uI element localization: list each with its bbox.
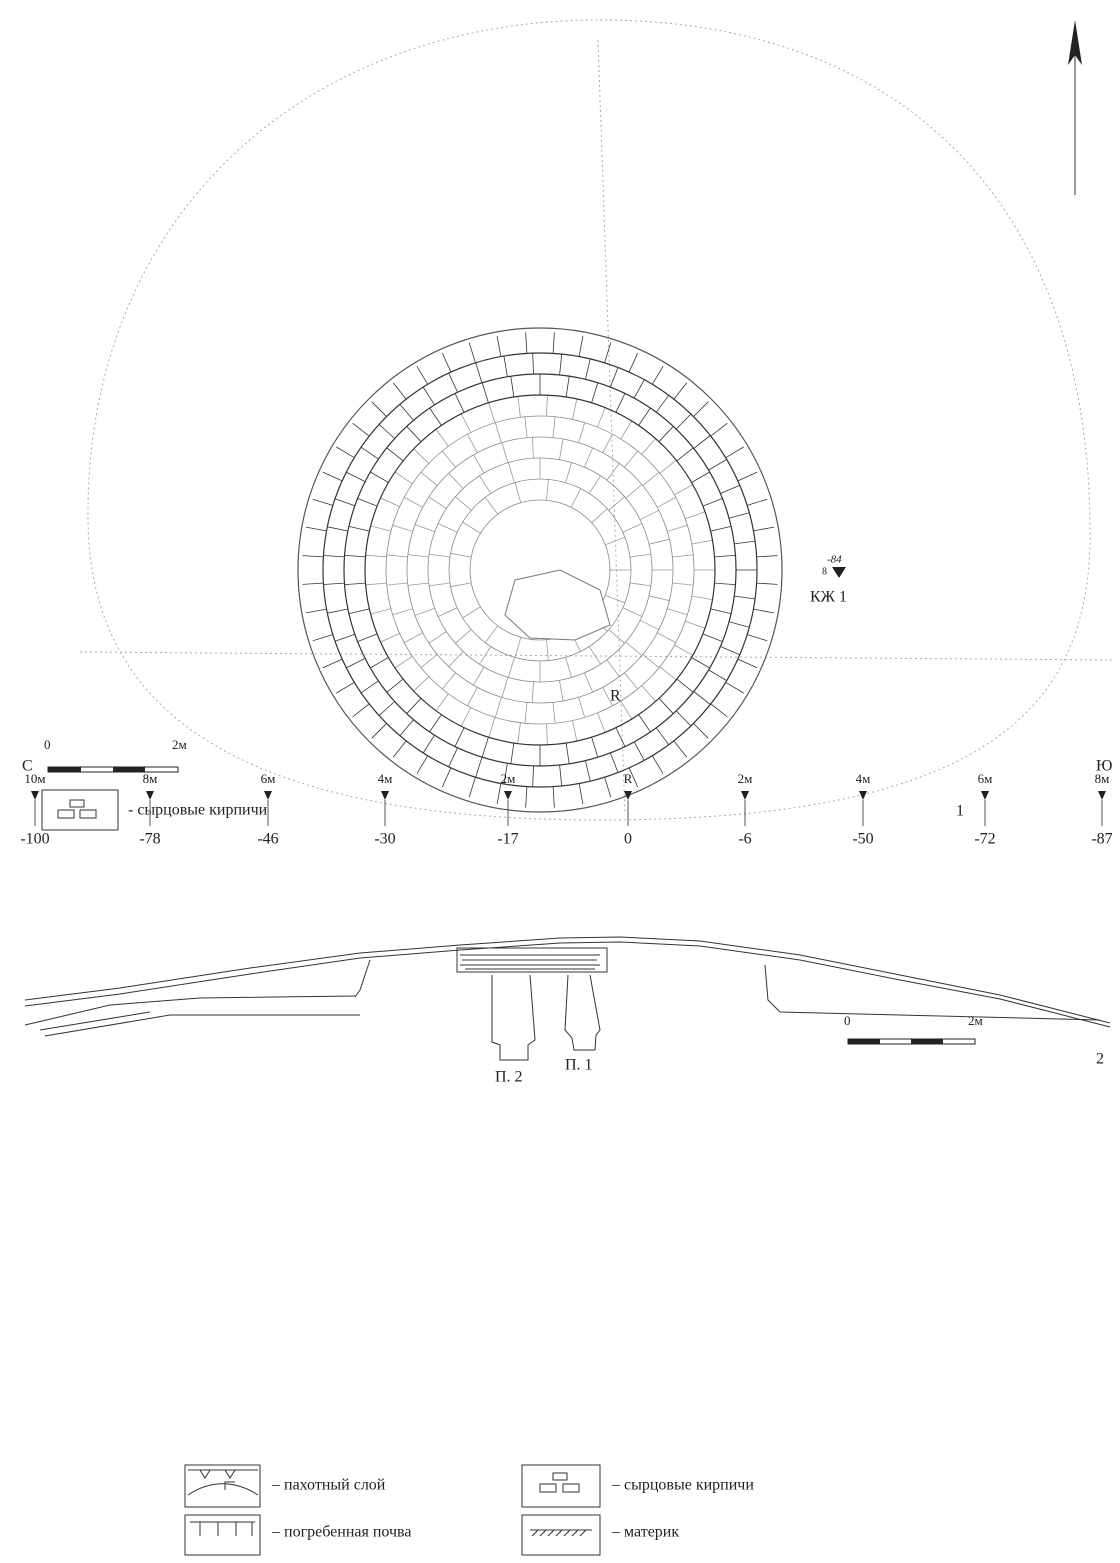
surface — [24, 936, 1111, 1024]
brick-joints — [450, 479, 631, 661]
brick-structure — [297, 327, 783, 813]
scale-segment — [848, 1039, 880, 1044]
station-depth: -30 — [374, 831, 395, 848]
direction-left: С — [22, 758, 33, 775]
brick-ring — [406, 436, 674, 704]
scale-segment — [911, 1039, 943, 1044]
legend-icon — [190, 1521, 255, 1536]
station-triangle — [146, 791, 154, 800]
figure-number: 2 — [1096, 1051, 1104, 1068]
station-depth: -100 — [20, 831, 49, 848]
station-triangle — [31, 791, 39, 800]
brick-outline — [297, 327, 783, 813]
station-distance: 8м — [143, 771, 158, 786]
layers-left — [24, 995, 360, 1037]
station-depth: -72 — [974, 831, 995, 848]
brick-ring — [343, 373, 737, 767]
station-depth: -87 — [1091, 831, 1112, 848]
brick-joints — [407, 437, 673, 703]
legend-text: – погребенная почва — [271, 1524, 411, 1541]
station-depth: -46 — [257, 831, 278, 848]
trench-left — [354, 959, 371, 998]
stations: 10м -100 8м -78 6м -46 4м -30 2м -17 R 0 2м -6 4м -50 6м… — [20, 771, 1112, 848]
station-triangle — [264, 791, 272, 800]
station-distance: 4м — [856, 771, 871, 786]
marker-triangle — [832, 567, 846, 578]
station-triangle — [981, 791, 989, 800]
station-depth: 0 — [624, 831, 632, 848]
legend-icon — [57, 799, 97, 819]
brick-joints — [365, 395, 715, 745]
scale-segment — [48, 767, 81, 772]
station-triangle — [741, 791, 749, 800]
brick-joints — [323, 353, 757, 787]
brick-hatch — [460, 954, 600, 970]
north-arrow-head — [1068, 20, 1082, 65]
pit-1 — [564, 974, 601, 1051]
scale-end: 2м — [172, 737, 187, 752]
station-distance: 6м — [978, 771, 993, 786]
station-distance: 6м — [261, 771, 276, 786]
marker-depth: -84 — [827, 554, 842, 566]
station-triangle — [504, 791, 512, 800]
legend-text: – сырцовые кирпичи — [611, 1477, 754, 1494]
station-distance: R — [624, 771, 633, 786]
plan-legend: - сырцовые кирпичи — [128, 802, 268, 819]
pit-label: П. 1 — [565, 1057, 593, 1074]
scale-segment — [113, 767, 145, 772]
brick-joints — [302, 332, 778, 808]
legend-text: – материк — [611, 1524, 679, 1541]
legend-text: – пахотный слой — [271, 1477, 386, 1494]
legend-box — [521, 1514, 601, 1556]
scale-start: 0 — [44, 737, 51, 752]
scale-start: 0 — [844, 1013, 851, 1028]
legend-icon — [530, 1529, 592, 1537]
trench-right — [764, 964, 1101, 1021]
station-distance: 2м — [738, 771, 753, 786]
station-depth: -50 — [852, 831, 873, 848]
pit-label: П. 2 — [495, 1069, 523, 1086]
mound-outline — [87, 19, 1091, 821]
legend-box — [41, 789, 119, 831]
central-void — [504, 569, 611, 641]
station-distance: 8м — [1095, 771, 1110, 786]
direction-right: Ю — [1096, 758, 1112, 775]
scale-end: 2м — [968, 1013, 983, 1028]
brick-joints — [429, 458, 651, 682]
axis-vertical — [597, 39, 626, 816]
station-triangle — [624, 791, 632, 800]
station-depth: -17 — [497, 831, 518, 848]
legend-icon — [539, 1472, 580, 1493]
brick-layer — [456, 947, 608, 973]
center-label: R — [610, 688, 621, 705]
legend-box — [521, 1464, 601, 1508]
brick-joints — [344, 374, 736, 766]
station-depth: -78 — [139, 831, 160, 848]
marker-small: 8 — [822, 566, 827, 577]
station-triangle — [1098, 791, 1106, 800]
legend-box — [184, 1514, 261, 1556]
station-triangle — [859, 791, 867, 800]
station-distance: 4м — [378, 771, 393, 786]
station-depth: -6 — [738, 831, 751, 848]
marker-label: КЖ 1 — [810, 589, 847, 606]
figure-number: 1 — [956, 803, 964, 820]
brick-joints — [386, 416, 694, 724]
legend-box — [184, 1464, 261, 1508]
surface-lower — [24, 941, 1111, 1028]
station-distance: 2м — [501, 771, 516, 786]
pit-2 — [491, 974, 536, 1061]
brick-ring — [322, 352, 758, 788]
legend-icon — [187, 1469, 259, 1496]
station-distance: 10м — [24, 771, 45, 786]
station-triangle — [381, 791, 389, 800]
